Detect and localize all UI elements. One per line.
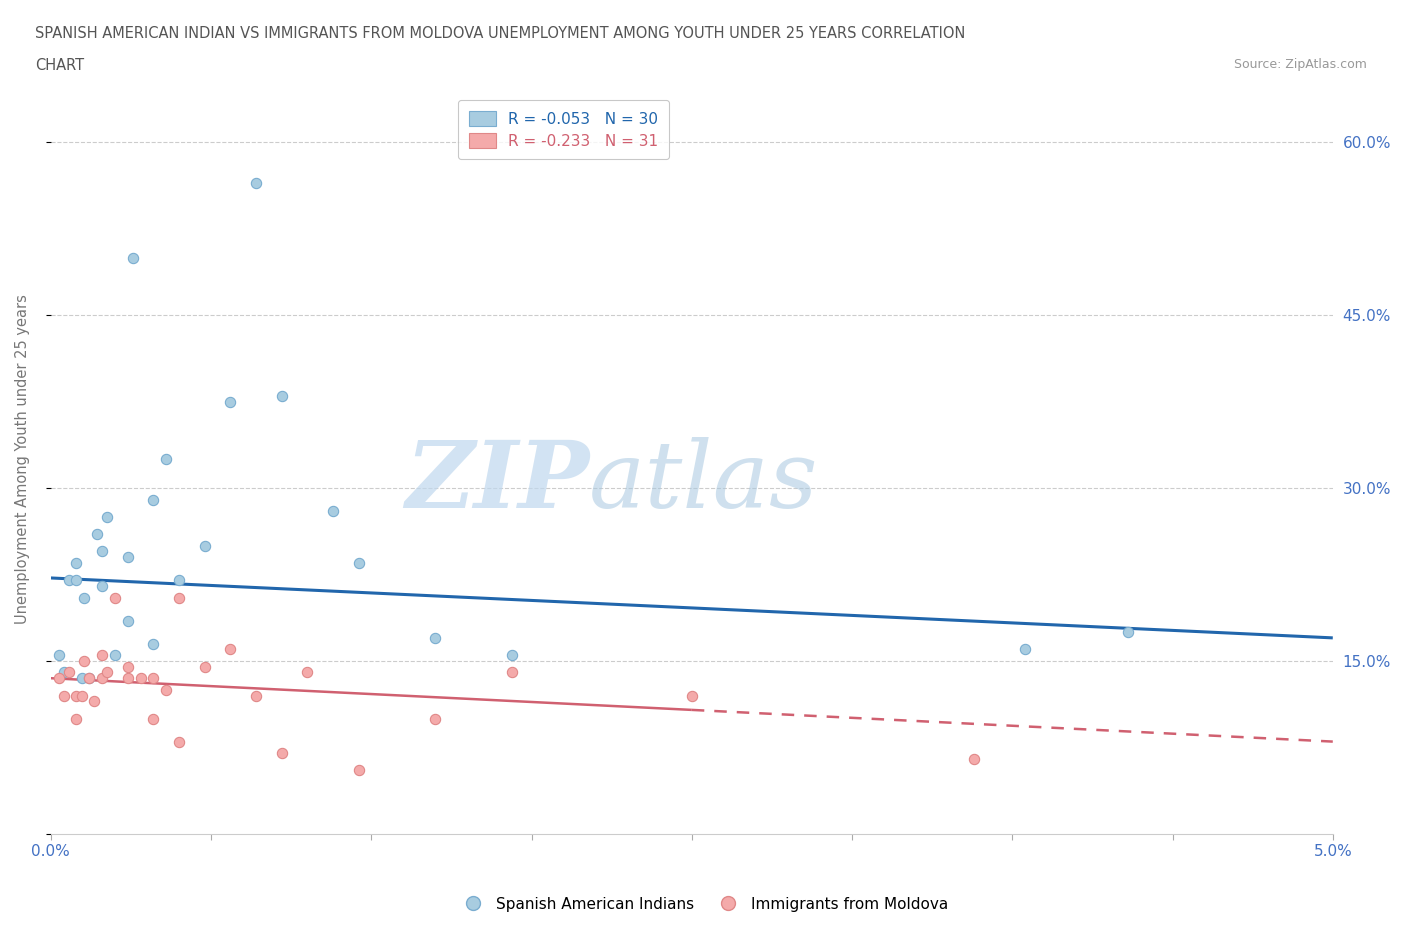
Point <box>96 665 118 680</box>
Point <box>52 688 75 703</box>
Point <box>270 746 292 761</box>
Point <box>96 510 118 525</box>
Point <box>219 394 242 409</box>
Point <box>425 711 447 726</box>
Point <box>501 665 523 680</box>
Point <box>245 175 267 190</box>
Point <box>425 631 447 645</box>
Point <box>963 751 986 766</box>
Point <box>167 591 190 605</box>
Point <box>73 591 96 605</box>
Point <box>167 734 190 749</box>
Point <box>347 555 370 570</box>
Point <box>73 654 96 669</box>
Point <box>1014 642 1036 657</box>
Point <box>104 647 127 662</box>
Point <box>245 688 267 703</box>
Point <box>58 665 80 680</box>
Point <box>58 573 80 588</box>
Point <box>52 665 75 680</box>
Point <box>297 665 319 680</box>
Point <box>91 578 114 593</box>
Point <box>219 642 242 657</box>
Point <box>48 647 70 662</box>
Point <box>129 671 152 685</box>
Point <box>70 688 93 703</box>
Point <box>65 688 87 703</box>
Point <box>91 647 114 662</box>
Point <box>117 659 139 674</box>
Text: SPANISH AMERICAN INDIAN VS IMMIGRANTS FROM MOLDOVA UNEMPLOYMENT AMONG YOUTH UNDE: SPANISH AMERICAN INDIAN VS IMMIGRANTS FR… <box>35 26 966 41</box>
Point <box>142 671 165 685</box>
Point <box>194 538 217 553</box>
Point <box>167 573 190 588</box>
Point <box>65 573 87 588</box>
Point <box>1116 625 1139 640</box>
Point <box>122 250 145 265</box>
Point <box>142 711 165 726</box>
Point <box>91 671 114 685</box>
Text: atlas: atlas <box>589 437 818 526</box>
Text: Source: ZipAtlas.com: Source: ZipAtlas.com <box>1233 58 1367 71</box>
Text: ZIP: ZIP <box>405 437 589 526</box>
Point <box>86 526 108 541</box>
Point <box>155 452 177 467</box>
Point <box>270 389 292 404</box>
Legend: R = -0.053   N = 30, R = -0.233   N = 31: R = -0.053 N = 30, R = -0.233 N = 31 <box>458 100 669 159</box>
Point <box>155 683 177 698</box>
Point <box>83 694 105 709</box>
Point <box>322 504 344 519</box>
Point <box>79 671 101 685</box>
Point <box>347 763 370 777</box>
Point <box>48 671 70 685</box>
Point <box>70 671 93 685</box>
Text: CHART: CHART <box>35 58 84 73</box>
Point <box>65 711 87 726</box>
Point <box>79 671 101 685</box>
Point <box>681 688 703 703</box>
Point <box>117 550 139 565</box>
Point <box>117 613 139 628</box>
Legend: Spanish American Indians, Immigrants from Moldova: Spanish American Indians, Immigrants fro… <box>451 891 955 918</box>
Point <box>104 591 127 605</box>
Point <box>142 636 165 651</box>
Y-axis label: Unemployment Among Youth under 25 years: Unemployment Among Youth under 25 years <box>15 294 30 624</box>
Point <box>91 544 114 559</box>
Point <box>142 492 165 507</box>
Point <box>117 671 139 685</box>
Point <box>194 659 217 674</box>
Point <box>65 555 87 570</box>
Point <box>501 647 523 662</box>
